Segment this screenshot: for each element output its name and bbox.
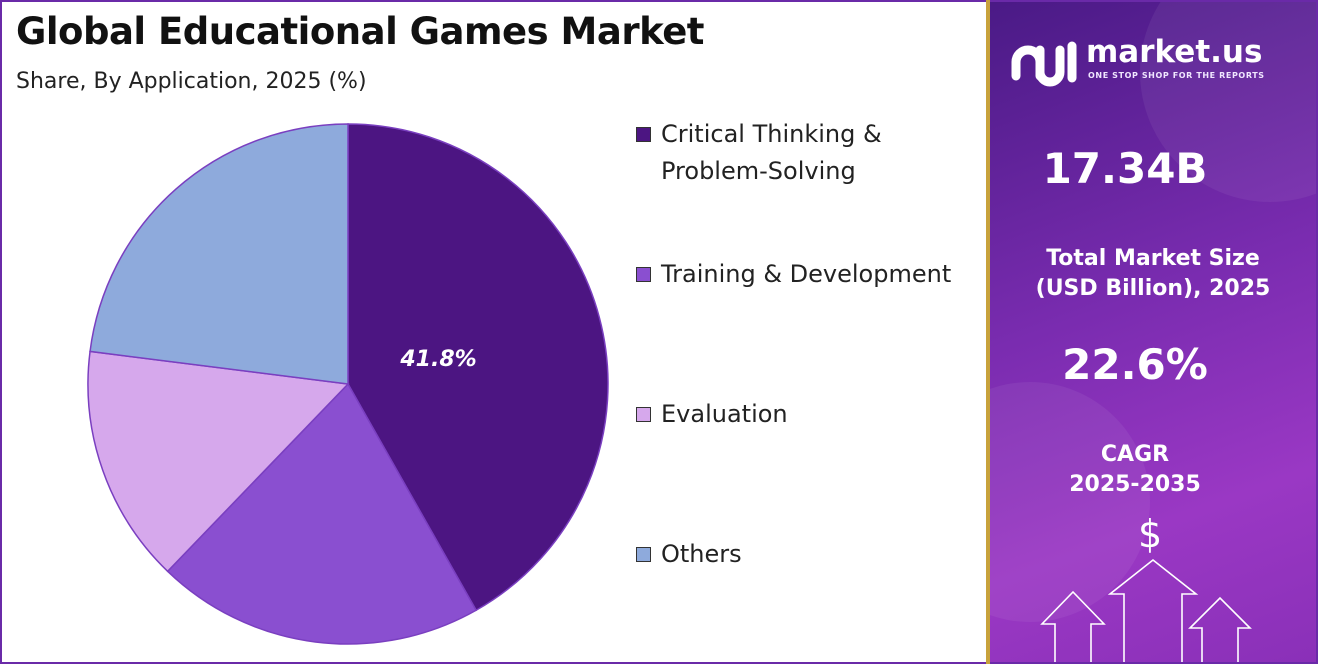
market-size-label-line: Total Market Size: [1046, 246, 1260, 271]
growth-arrows-icon: [1040, 558, 1252, 662]
brand-logo: market.us ONE STOP SHOP FOR THE REPORTS: [1008, 34, 1308, 88]
chart-title: Global Educational Games Market: [16, 10, 704, 53]
summary-panel: market.us ONE STOP SHOP FOR THE REPORTS …: [990, 2, 1316, 662]
legend-label: Training & Development: [661, 260, 952, 288]
legend-label-line: Critical Thinking &: [661, 120, 882, 148]
growth-illustration: $: [1040, 512, 1280, 662]
brand-tagline: ONE STOP SHOP FOR THE REPORTS: [1088, 71, 1265, 80]
legend-swatch: [636, 127, 651, 142]
brand-name: market.us: [1086, 34, 1263, 70]
legend-item-training: Training & Development: [636, 256, 981, 293]
legend-label: Others: [661, 540, 742, 568]
pie-slice-evaluation: [87, 350, 350, 573]
cagr-label-line: 2025-2035: [1069, 472, 1201, 497]
legend-swatch: [636, 267, 651, 282]
cagr-label: CAGR 2025-2035: [990, 440, 1298, 500]
market-size-value: 17.34B: [1042, 144, 1208, 193]
market-us-logo-icon: [1011, 41, 1077, 87]
legend-swatch: [636, 547, 651, 562]
data-label-critical-thinking: 41.8%: [399, 347, 476, 372]
market-size-label: Total Market Size (USD Billion), 2025: [990, 244, 1316, 304]
pie-chart: 41.8%: [87, 123, 609, 645]
chart-subtitle: Share, By Application, 2025 (%): [16, 69, 367, 94]
dollar-icon: $: [1138, 512, 1163, 556]
pie-slice-others: [89, 123, 349, 385]
legend-item-others: Others: [636, 536, 981, 573]
legend-swatch: [636, 407, 651, 422]
panel-divider: [986, 0, 990, 664]
cagr-label-line: CAGR: [1100, 442, 1170, 467]
legend-item-critical-thinking: Critical Thinking & Problem-Solving: [636, 116, 981, 190]
chart-panel: Global Educational Games Market Share, B…: [2, 2, 986, 662]
legend-label: Evaluation: [661, 400, 788, 428]
pie-slice-critical-thinking: [347, 123, 609, 612]
market-size-label-line: (USD Billion), 2025: [1035, 276, 1271, 301]
legend-label-line: Problem-Solving: [661, 157, 856, 185]
cagr-value: 22.6%: [1062, 340, 1208, 389]
pie-slice-training: [166, 382, 478, 645]
legend-item-evaluation: Evaluation: [636, 396, 981, 433]
